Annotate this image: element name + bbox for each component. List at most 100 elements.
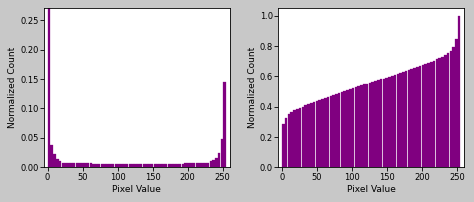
Bar <box>56 159 59 167</box>
Bar <box>357 86 360 167</box>
Bar <box>179 164 182 167</box>
Bar <box>329 96 332 167</box>
Bar <box>438 58 441 167</box>
Bar <box>112 164 114 167</box>
Bar <box>190 163 192 167</box>
Bar <box>159 164 162 167</box>
Bar <box>173 164 176 167</box>
X-axis label: Pixel Value: Pixel Value <box>347 185 396 194</box>
Bar <box>405 71 408 167</box>
Bar <box>106 164 109 167</box>
Bar <box>332 95 335 167</box>
Bar <box>355 87 357 167</box>
Bar <box>380 79 383 167</box>
Bar <box>215 158 218 167</box>
Bar <box>449 51 452 167</box>
Bar <box>128 164 131 167</box>
Bar <box>171 164 173 167</box>
Bar <box>324 98 327 167</box>
Bar <box>408 70 410 167</box>
Bar <box>422 65 424 167</box>
Bar <box>78 163 81 167</box>
Bar <box>212 160 215 167</box>
Bar <box>140 164 142 167</box>
Bar <box>299 108 301 167</box>
Bar <box>397 74 399 167</box>
Bar <box>182 163 184 167</box>
Bar <box>310 103 312 167</box>
Bar <box>151 164 154 167</box>
Bar <box>346 90 349 167</box>
Bar <box>410 69 413 167</box>
Bar <box>383 79 385 167</box>
Bar <box>447 54 449 167</box>
Bar <box>385 78 388 167</box>
Bar <box>48 8 50 167</box>
Bar <box>98 164 100 167</box>
Bar <box>90 163 92 167</box>
Y-axis label: Normalized Count: Normalized Count <box>9 47 18 128</box>
Bar <box>204 163 207 167</box>
Bar <box>441 57 444 167</box>
Bar <box>436 59 438 167</box>
Bar <box>131 164 134 167</box>
Bar <box>419 66 421 167</box>
Bar <box>388 77 391 167</box>
Bar <box>84 163 86 167</box>
Bar <box>118 164 120 167</box>
Bar <box>316 101 318 167</box>
Bar <box>210 161 212 167</box>
Bar <box>50 145 53 167</box>
Bar <box>455 39 458 167</box>
Bar <box>146 164 148 167</box>
Bar <box>416 67 419 167</box>
Bar <box>193 163 195 167</box>
Bar <box>207 163 210 167</box>
Bar <box>201 163 204 167</box>
Bar <box>81 163 84 167</box>
Bar <box>313 102 315 167</box>
Bar <box>291 112 293 167</box>
Bar <box>427 63 430 167</box>
Bar <box>154 164 156 167</box>
Bar <box>95 164 98 167</box>
Bar <box>103 164 106 167</box>
Bar <box>100 164 103 167</box>
Bar <box>341 92 343 167</box>
Bar <box>134 164 137 167</box>
Bar <box>293 110 296 167</box>
X-axis label: Pixel Value: Pixel Value <box>112 185 161 194</box>
Bar <box>184 163 187 167</box>
Bar <box>366 84 368 167</box>
Bar <box>327 97 329 167</box>
Bar <box>187 163 190 167</box>
Bar <box>87 163 89 167</box>
Bar <box>70 163 73 167</box>
Bar <box>162 164 164 167</box>
Bar <box>363 84 365 167</box>
Bar <box>288 114 290 167</box>
Bar <box>64 163 67 167</box>
Bar <box>196 163 198 167</box>
Bar <box>73 163 75 167</box>
Bar <box>344 91 346 167</box>
Bar <box>221 139 223 167</box>
Bar <box>176 164 179 167</box>
Bar <box>413 68 416 167</box>
Bar <box>307 104 310 167</box>
Bar <box>285 118 287 167</box>
Bar <box>109 164 111 167</box>
Bar <box>115 164 117 167</box>
Bar <box>92 163 95 167</box>
Bar <box>402 72 405 167</box>
Bar <box>62 163 64 167</box>
Bar <box>156 164 159 167</box>
Bar <box>296 109 299 167</box>
Bar <box>349 89 352 167</box>
Bar <box>338 93 340 167</box>
Bar <box>198 163 201 167</box>
Bar <box>321 99 324 167</box>
Bar <box>458 16 460 167</box>
Bar <box>399 73 402 167</box>
Bar <box>424 64 427 167</box>
